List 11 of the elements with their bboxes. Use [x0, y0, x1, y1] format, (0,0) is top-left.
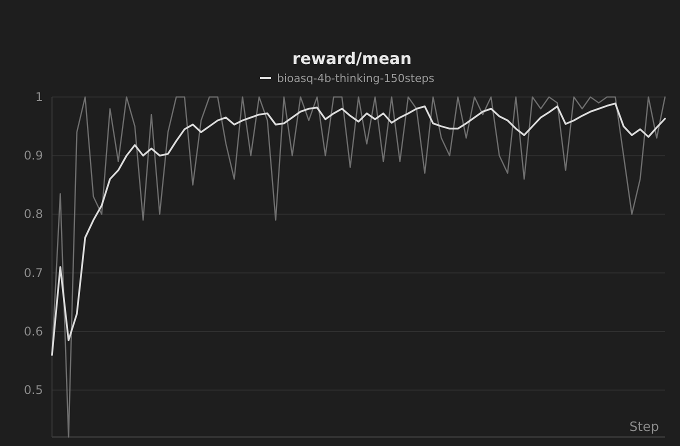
y-tick-label: 0.8 [24, 207, 43, 222]
y-tick-label: 1 [35, 90, 43, 104]
line-series [51, 96, 666, 438]
line-series [51, 102, 666, 356]
x-axis-title: Step [629, 420, 659, 435]
y-tick-label: 0.9 [24, 148, 43, 163]
chart-title: reward/mean [292, 49, 412, 68]
y-tick-label: 0.5 [24, 383, 43, 398]
y-tick-label: 0.7 [24, 266, 43, 280]
legend-label: bioasq-4b-thinking-150steps [277, 72, 435, 85]
y-tick-label: 0.6 [24, 324, 43, 338]
